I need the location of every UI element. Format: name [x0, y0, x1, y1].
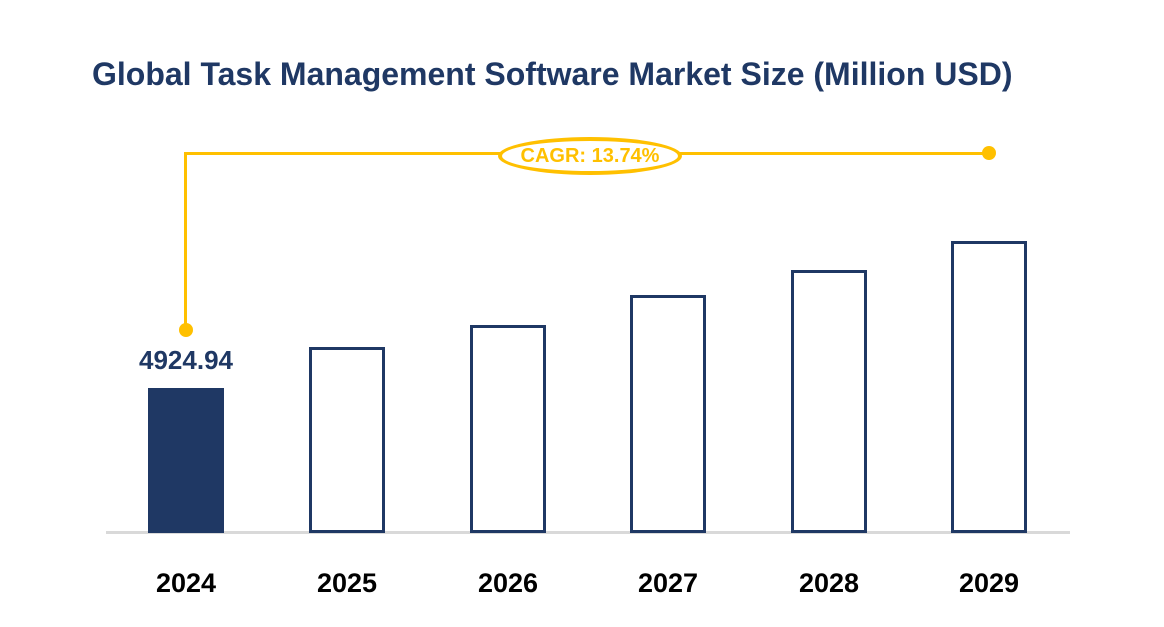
cagr-badge-label: CAGR: 13.74% — [520, 144, 660, 167]
bar-2027 — [630, 295, 706, 533]
axis-label-2026: 2026 — [477, 568, 539, 598]
cagr-badge: CAGR: 13.74% — [498, 137, 682, 175]
axis-label-2027: 2027 — [637, 568, 699, 598]
cagr-connector-start-dot — [179, 323, 193, 337]
bar-2024 — [148, 388, 224, 533]
chart-title: Global Task Management Software Market S… — [92, 56, 1013, 92]
cagr-connector-end-dot — [982, 146, 996, 160]
value-label-2024: 4924.94 — [139, 345, 233, 375]
axis-label-2028: 2028 — [798, 568, 860, 598]
bar-2028 — [791, 270, 867, 533]
bar-2025 — [309, 347, 385, 533]
axis-label-2029: 2029 — [958, 568, 1020, 598]
axis-label-2024: 2024 — [155, 568, 217, 598]
axis-label-2025: 2025 — [316, 568, 378, 598]
bar-2026 — [470, 325, 546, 533]
cagr-connector-vertical-line — [184, 152, 187, 330]
x-axis-line — [106, 531, 1070, 534]
bar-2029 — [951, 241, 1027, 533]
